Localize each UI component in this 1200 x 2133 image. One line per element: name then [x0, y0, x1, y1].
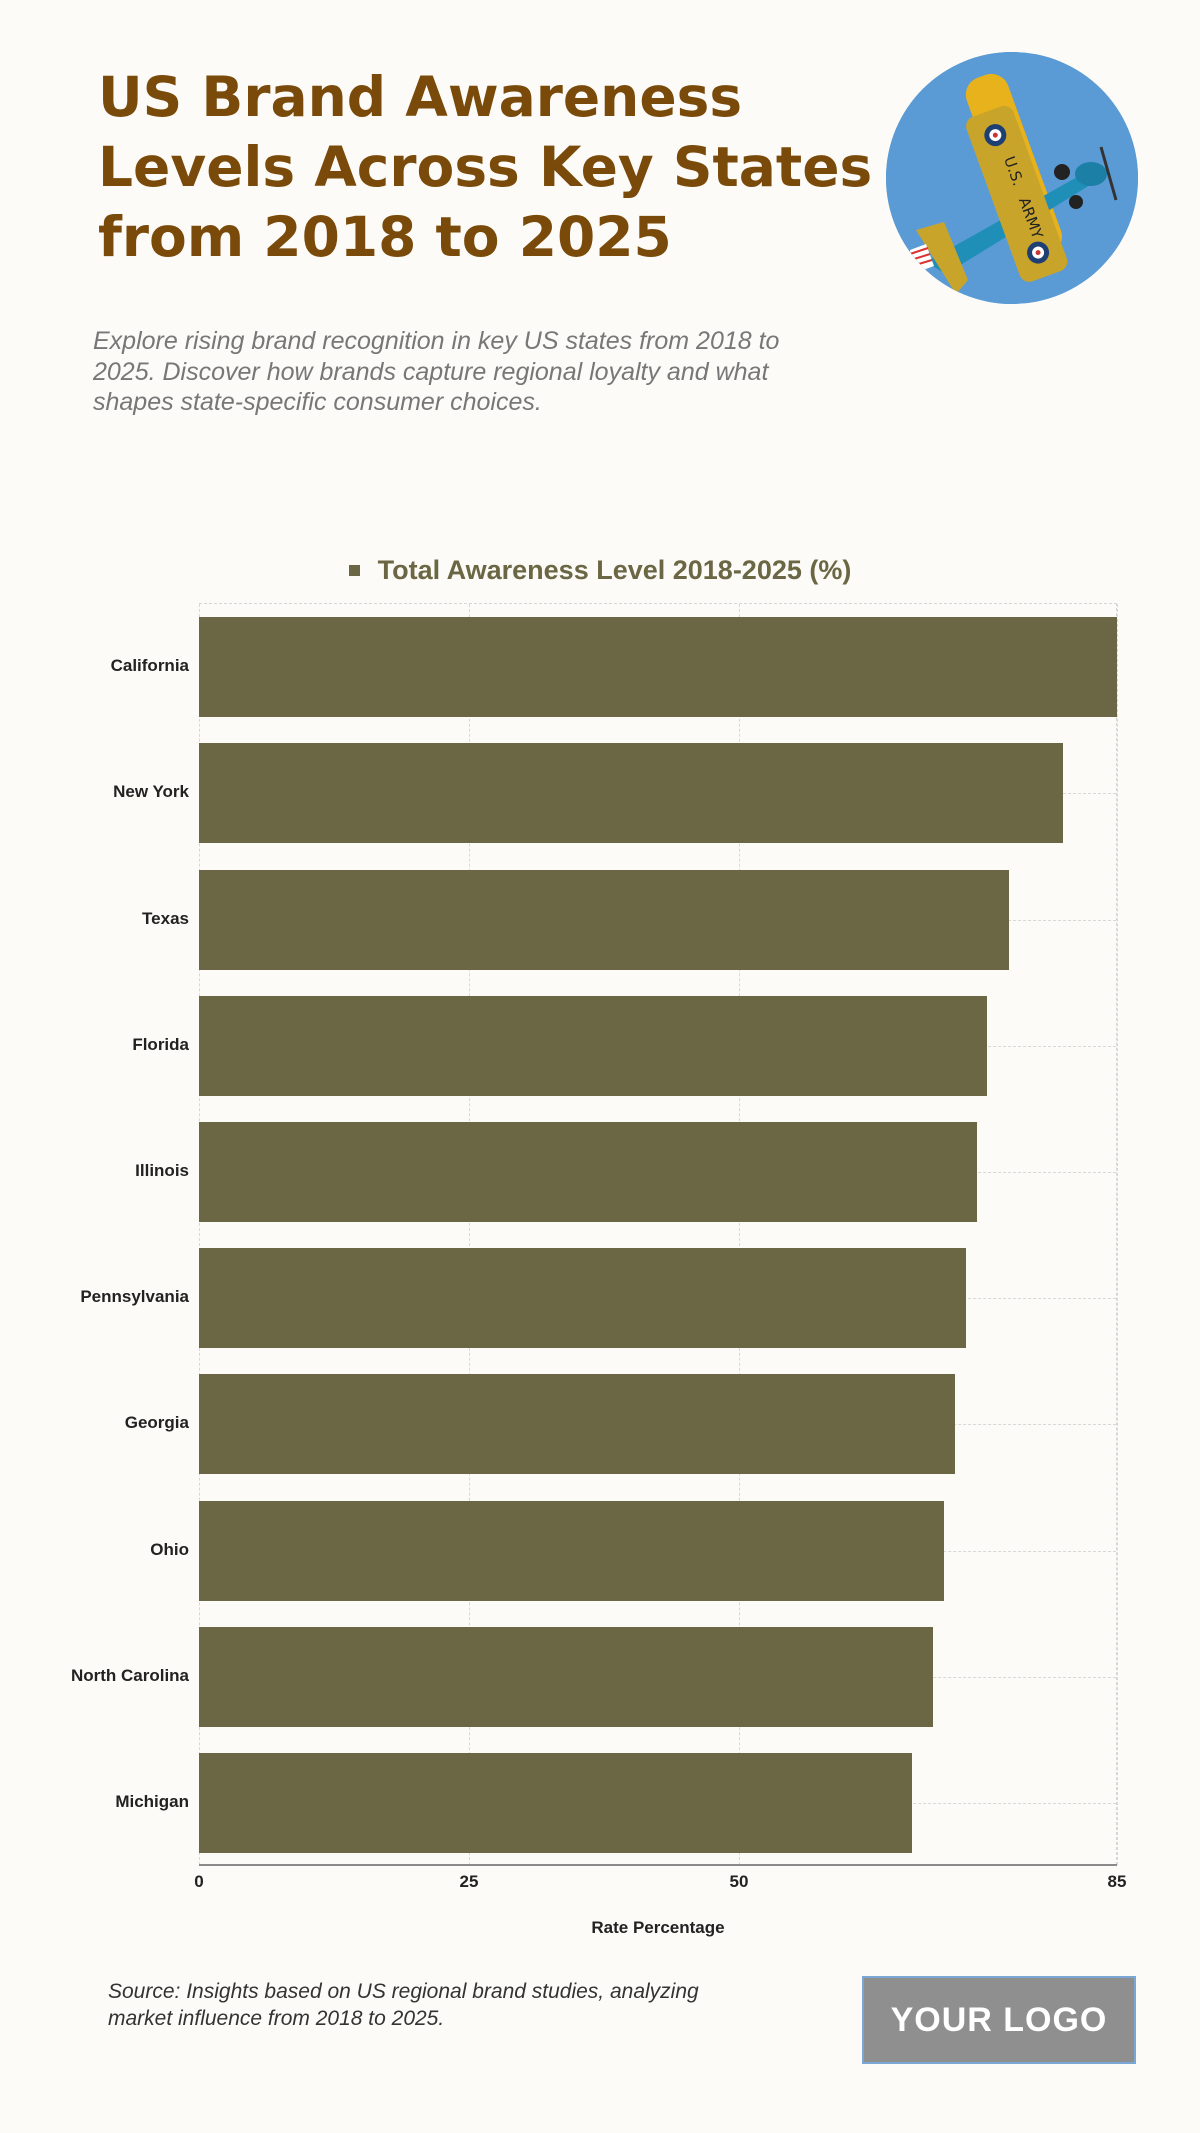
bar-ohio[interactable]: [199, 1500, 945, 1601]
title-line: from 2018 to 2025: [98, 205, 672, 269]
description-line: shapes state-specific consumer choices.: [93, 388, 542, 416]
x-axis-line: [199, 1864, 1117, 1866]
y-axis-label: Ohio: [150, 1539, 189, 1559]
vertical-gridline: [1117, 604, 1118, 1865]
description-line: Explore rising brand recognition in key …: [93, 327, 780, 355]
title-line: Levels Across Key States: [98, 135, 873, 199]
bar-north-carolina[interactable]: [199, 1626, 934, 1727]
bar-new-york[interactable]: [199, 743, 1063, 844]
title-line: US Brand Awareness: [98, 65, 743, 129]
vertical-gridline: [739, 604, 740, 1865]
y-axis-label: Illinois: [135, 1160, 189, 1180]
x-tick-label: 25: [459, 1872, 479, 1891]
vertical-gridline: [199, 604, 200, 1865]
legend-label: Total Awareness Level 2018-2025 (%): [377, 554, 852, 585]
legend-square-icon: [348, 564, 360, 576]
page-title: US Brand Awareness Levels Across Key Sta…: [98, 62, 878, 272]
page-description: Explore rising brand recognition in key …: [93, 326, 873, 418]
description-line: 2025. Discover how brands capture region…: [93, 357, 769, 386]
y-axis-label: Michigan: [115, 1791, 189, 1811]
source-note: Source: Insights based on US regional br…: [108, 1978, 808, 2032]
y-axis-label: Florida: [132, 1034, 189, 1054]
bar-illinois[interactable]: [199, 1121, 977, 1222]
x-tick-label: 50: [729, 1872, 749, 1891]
biplane-illustration: U.S. ARMY: [886, 52, 1138, 304]
bar-pennsylvania[interactable]: [199, 1248, 966, 1349]
bar-michigan[interactable]: [199, 1752, 912, 1853]
bar-georgia[interactable]: [199, 1374, 955, 1475]
x-tick-label: 85: [1107, 1872, 1127, 1891]
chart-legend: Total Awareness Level 2018-2025 (%): [0, 552, 1200, 588]
biplane-icon: U.S. ARMY: [886, 52, 1138, 304]
logo-placeholder: YOUR LOGO: [862, 1976, 1136, 2064]
y-axis-label: Georgia: [124, 1413, 189, 1433]
y-axis-label: California: [110, 656, 189, 676]
x-tick-label: 0: [194, 1872, 204, 1891]
logo-text: YOUR LOGO: [890, 2000, 1108, 2039]
y-axis-label: North Carolina: [70, 1665, 189, 1685]
x-axis-title: Rate Percentage: [591, 1918, 725, 1937]
bar-texas[interactable]: [199, 869, 1009, 970]
y-axis-label: New York: [113, 782, 189, 802]
y-axis-label: Texas: [142, 908, 189, 928]
source-line: market influence from 2018 to 2025.: [108, 2007, 445, 2030]
vertical-gridline: [469, 604, 470, 1865]
y-axis-label: Pennsylvania: [80, 1287, 189, 1307]
bar-california[interactable]: [199, 617, 1117, 718]
source-line: Source: Insights based on US regional br…: [108, 1980, 699, 2003]
bar-florida[interactable]: [199, 995, 988, 1096]
chart-plot-area: [199, 603, 1118, 1865]
